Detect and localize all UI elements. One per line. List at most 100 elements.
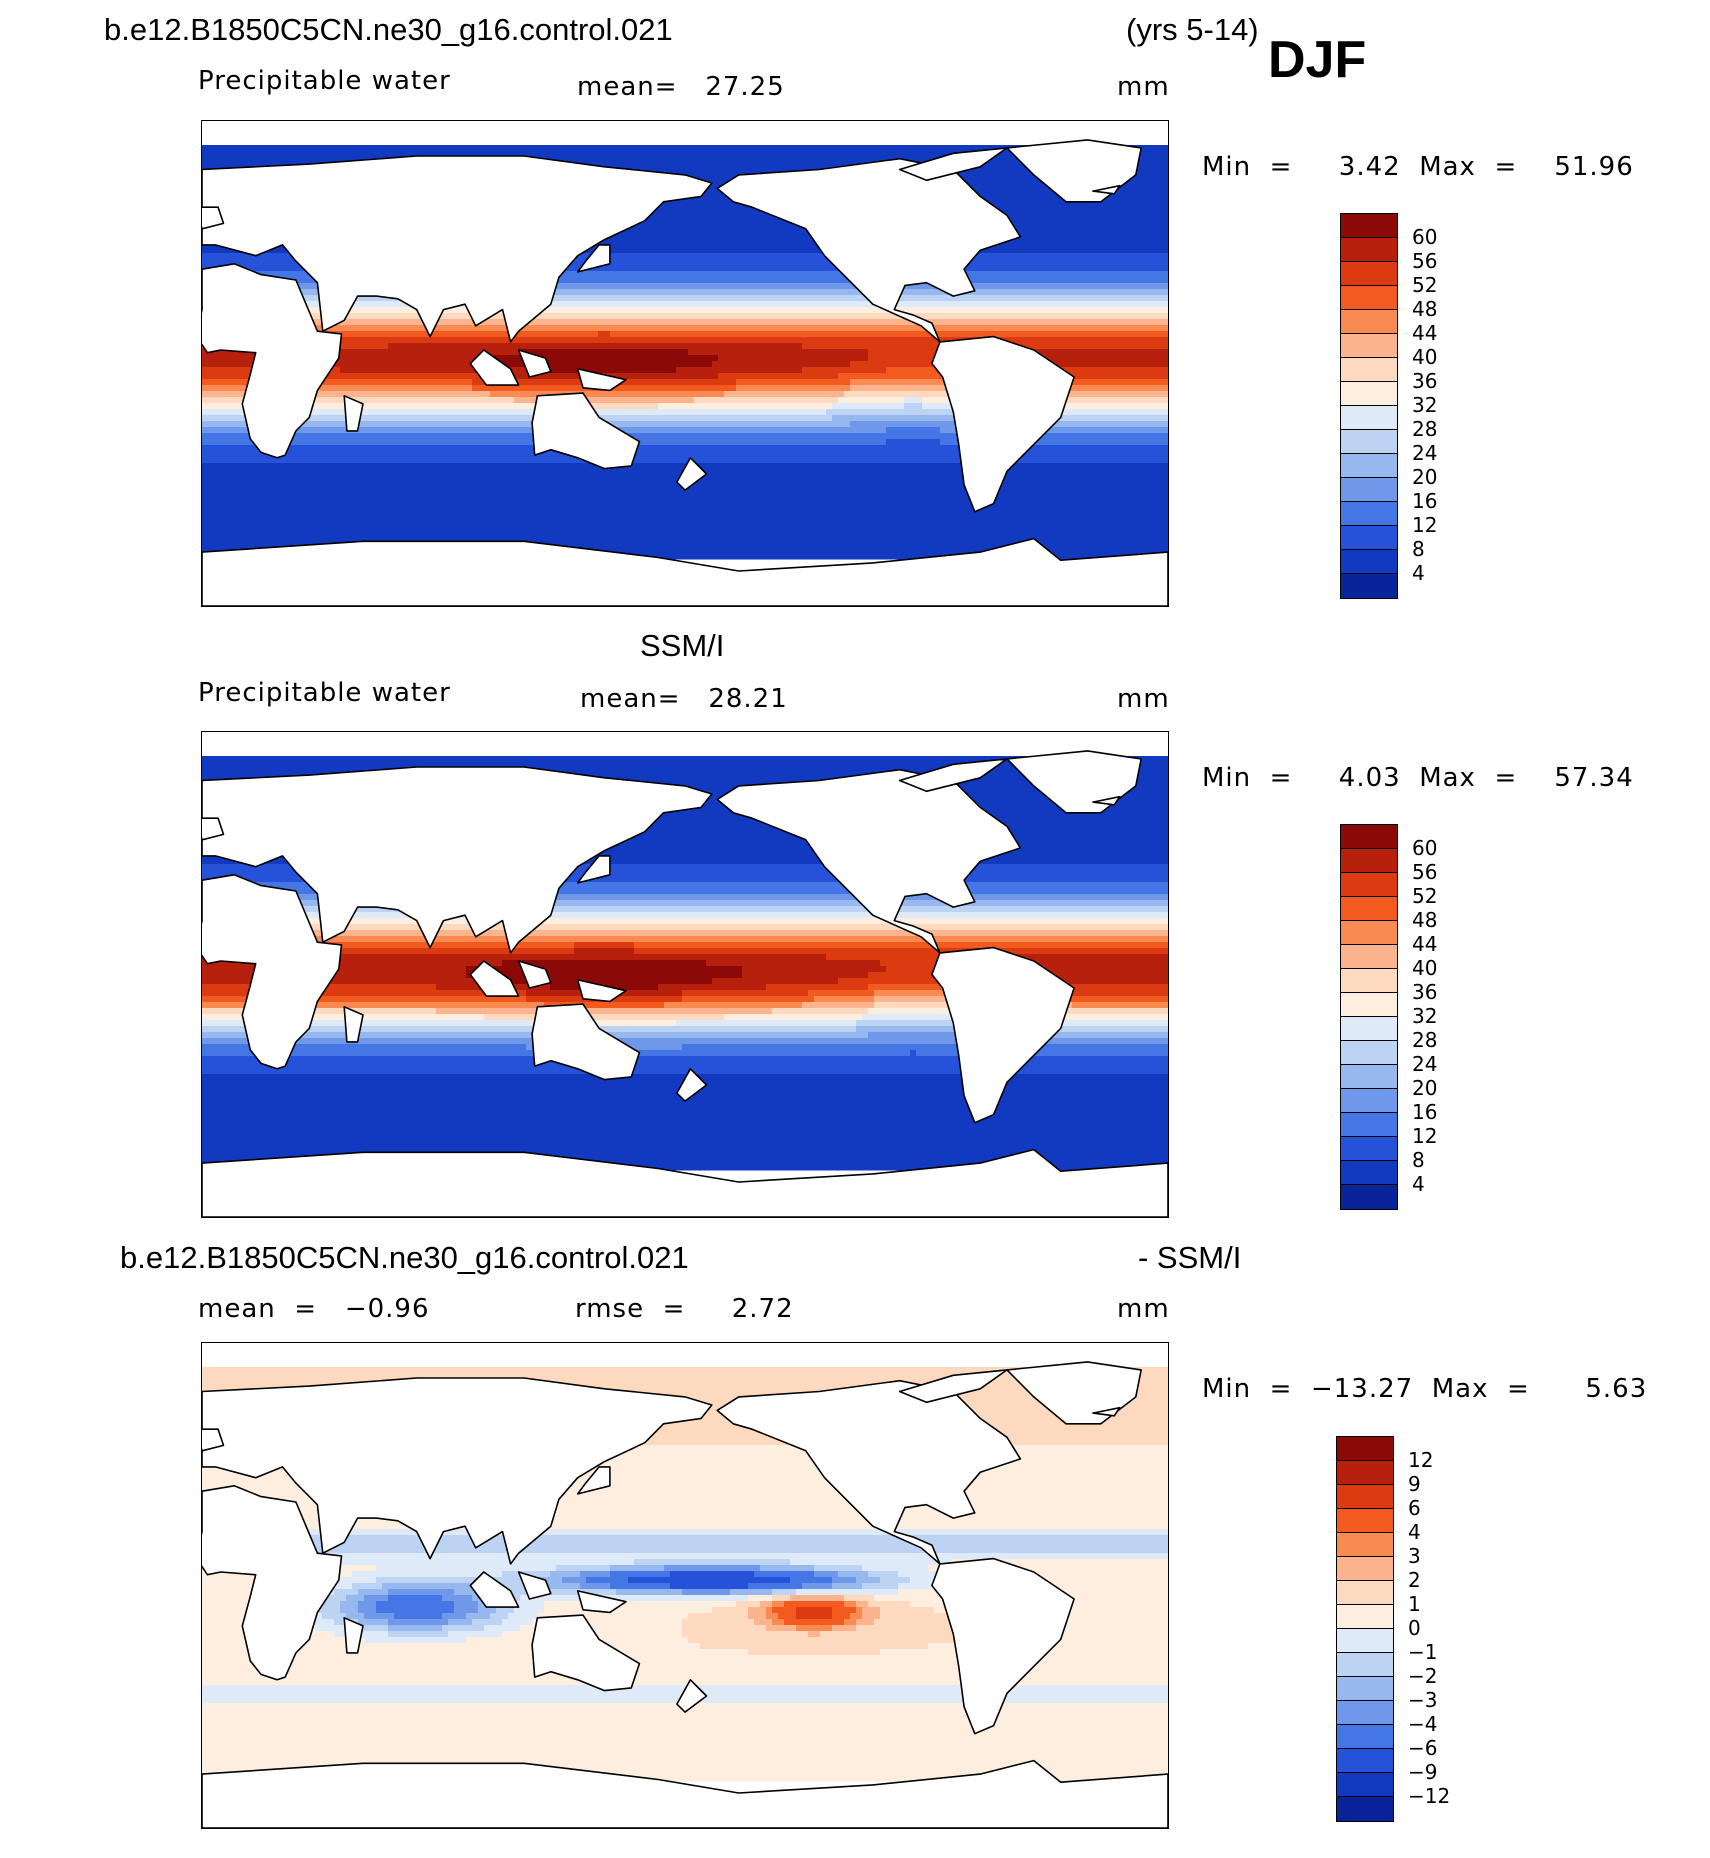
panel3-map-land — [202, 1361, 1168, 1828]
panel2-colorbar-tick-label: 40 — [1412, 956, 1437, 980]
panel3-colorbar-swatch — [1337, 1437, 1393, 1461]
panel2-map-landmass-africa — [202, 874, 343, 1070]
panel1-map-landmass-samerica — [931, 335, 1075, 513]
panel2-colorbar-swatch — [1341, 825, 1397, 849]
panel2-units-label: mm — [1117, 684, 1170, 714]
panel3-colorbar-swatch — [1337, 1581, 1393, 1605]
panel3-colorbar-swatch — [1337, 1677, 1393, 1701]
panel1-colorbar-swatch — [1341, 574, 1397, 598]
panel1-colorbar-swatch — [1341, 238, 1397, 262]
panel1-colorbar-swatch — [1341, 382, 1397, 406]
panel1-map-landmass-arctic_isl — [898, 147, 1008, 182]
panel2-mean-label: mean= 28.21 — [580, 684, 788, 714]
panel3-colorbar-tick-label: 2 — [1408, 1568, 1421, 1592]
panel3-colorbar-tick-label: −4 — [1408, 1712, 1437, 1736]
panel2-colorbar-swatch — [1341, 1089, 1397, 1113]
panel1-colorbar-swatch — [1341, 478, 1397, 502]
panel1-colorbar-tick-label: 8 — [1412, 537, 1425, 561]
panel1-colorbar-swatch — [1341, 550, 1397, 574]
panel3-rmse-label: rmse = 2.72 — [575, 1294, 794, 1324]
panel2-colorbar-swatch — [1341, 969, 1397, 993]
panel3-colorbar-swatch — [1337, 1509, 1393, 1533]
panel2-map-landmass-eurasia — [202, 766, 713, 954]
panel1-colorbar-swatch — [1341, 262, 1397, 286]
panel2-map — [201, 731, 1169, 1218]
panel2-map-landmass-samerica — [931, 946, 1075, 1124]
panel3-map-landmass-eurasia — [202, 1377, 713, 1565]
panel3-map-landmass-newguinea — [576, 1590, 627, 1614]
panel3-colorbar-swatch — [1337, 1797, 1393, 1821]
panel2-colorbar-swatch — [1341, 993, 1397, 1017]
panel1-map-landmass-madagascar — [343, 395, 364, 432]
panel3-colorbar-swatch — [1337, 1629, 1393, 1653]
panel1-colorbar-tick-label: 12 — [1412, 513, 1437, 537]
panel3-colorbar-swatch — [1337, 1701, 1393, 1725]
panel1-map-landmass-africa — [202, 263, 343, 459]
panel2-map-landmass-arctic_isl — [898, 758, 1008, 793]
panel1-colorbar-tick-label: 48 — [1412, 297, 1437, 321]
panel1-colorbar-swatch — [1341, 526, 1397, 550]
panel3-map — [201, 1342, 1169, 1829]
panel1-map-landmass-namerica — [716, 157, 1022, 343]
panel3-colorbar-swatch — [1337, 1653, 1393, 1677]
panel3-map-landmass-iceland — [1092, 1406, 1121, 1417]
panel2-title: SSM/I — [640, 628, 724, 664]
panel2-map-landmass-iceland — [1092, 795, 1121, 806]
panel3-colorbar-tick-label: 6 — [1408, 1496, 1421, 1520]
panel3-colorbar-swatch — [1337, 1605, 1393, 1629]
panel1-map-landmass-indonesia1 — [469, 349, 520, 386]
panel1-colorbar-tick-label: 40 — [1412, 345, 1437, 369]
panel1-map-landmass-uk — [202, 206, 225, 230]
panel2-colorbar-tick-label: 56 — [1412, 860, 1437, 884]
panel3-colorbar-tick-label: −9 — [1408, 1760, 1437, 1784]
panel3-colorbar-tick-label: −12 — [1408, 1784, 1450, 1808]
panel2-map-landmass-antarctica — [202, 1148, 1168, 1217]
panel3-colorbar-tick-label: 12 — [1408, 1448, 1433, 1472]
panel3-map-landmass-africa — [202, 1485, 343, 1681]
panel3-colorbar-swatch — [1337, 1725, 1393, 1749]
panel2-colorbar-swatch — [1341, 1185, 1397, 1209]
panel3-units-label: mm — [1117, 1294, 1170, 1324]
panel3-map-canvas — [202, 1361, 1168, 1828]
panel1-colorbar-tick-label: 16 — [1412, 489, 1437, 513]
panel1-colorbar-tick-label: 28 — [1412, 417, 1437, 441]
panel1-colorbar-tick-label: 4 — [1412, 561, 1425, 585]
panel1-colorbar-swatch — [1341, 502, 1397, 526]
panel3-map-landmass-samerica — [931, 1557, 1075, 1735]
panel2-colorbar-swatch — [1341, 1041, 1397, 1065]
panel2-colorbar-swatch — [1341, 1017, 1397, 1041]
panel3-colorbar-swatch — [1337, 1485, 1393, 1509]
panel3-colorbar-tick-label: 4 — [1408, 1520, 1421, 1544]
panel1-colorbar-swatch — [1341, 430, 1397, 454]
panel1-colorbar-tick-label: 60 — [1412, 225, 1437, 249]
panel1-colorbar-swatch — [1341, 310, 1397, 334]
panel2-colorbar-tick-label: 16 — [1412, 1100, 1437, 1124]
panel2-colorbar-swatch — [1341, 1065, 1397, 1089]
panel3-title-right: - SSM/I — [1138, 1240, 1241, 1276]
panel3-map-landmass-indonesia1 — [469, 1571, 520, 1608]
panel2-colorbar-tick-label: 20 — [1412, 1076, 1437, 1100]
panel2-map-landmass-indonesia1 — [469, 960, 520, 997]
panel3-minmax: Min = −13.27 Max = 5.63 — [1202, 1374, 1647, 1404]
panel3-map-landmass-nz — [676, 1679, 708, 1713]
panel1-colorbar-tick-label: 20 — [1412, 465, 1437, 489]
panel1-colorbar-swatch — [1341, 334, 1397, 358]
panel2-minmax: Min = 4.03 Max = 57.34 — [1202, 763, 1634, 793]
panel1-map-landmass-nz — [676, 457, 708, 491]
panel2-colorbar-tick-label: 48 — [1412, 908, 1437, 932]
panel2-colorbar-tick-label: 52 — [1412, 884, 1437, 908]
panel3-map-landmass-antarctica — [202, 1759, 1168, 1828]
panel3-map-landmass-australia — [531, 1614, 641, 1692]
panel3-colorbar-tick-label: −2 — [1408, 1664, 1437, 1688]
panel1-colorbar-tick-label: 56 — [1412, 249, 1437, 273]
panel1-map-landmass-australia — [531, 392, 641, 470]
season-label: DJF — [1268, 30, 1366, 90]
panel2-colorbar-swatch — [1341, 945, 1397, 969]
panel3-map-landmass-indonesia2 — [517, 1571, 552, 1600]
panel3-colorbar-swatch — [1337, 1749, 1393, 1773]
panel1-colorbar-swatch — [1341, 406, 1397, 430]
panel2-colorbar-tick-label: 12 — [1412, 1124, 1437, 1148]
panel3-title-left: b.e12.B1850C5CN.ne30_g16.control.021 — [120, 1240, 689, 1276]
panel1-colorbar-tick-label: 52 — [1412, 273, 1437, 297]
panel3-map-landmass-japan — [576, 1466, 611, 1495]
